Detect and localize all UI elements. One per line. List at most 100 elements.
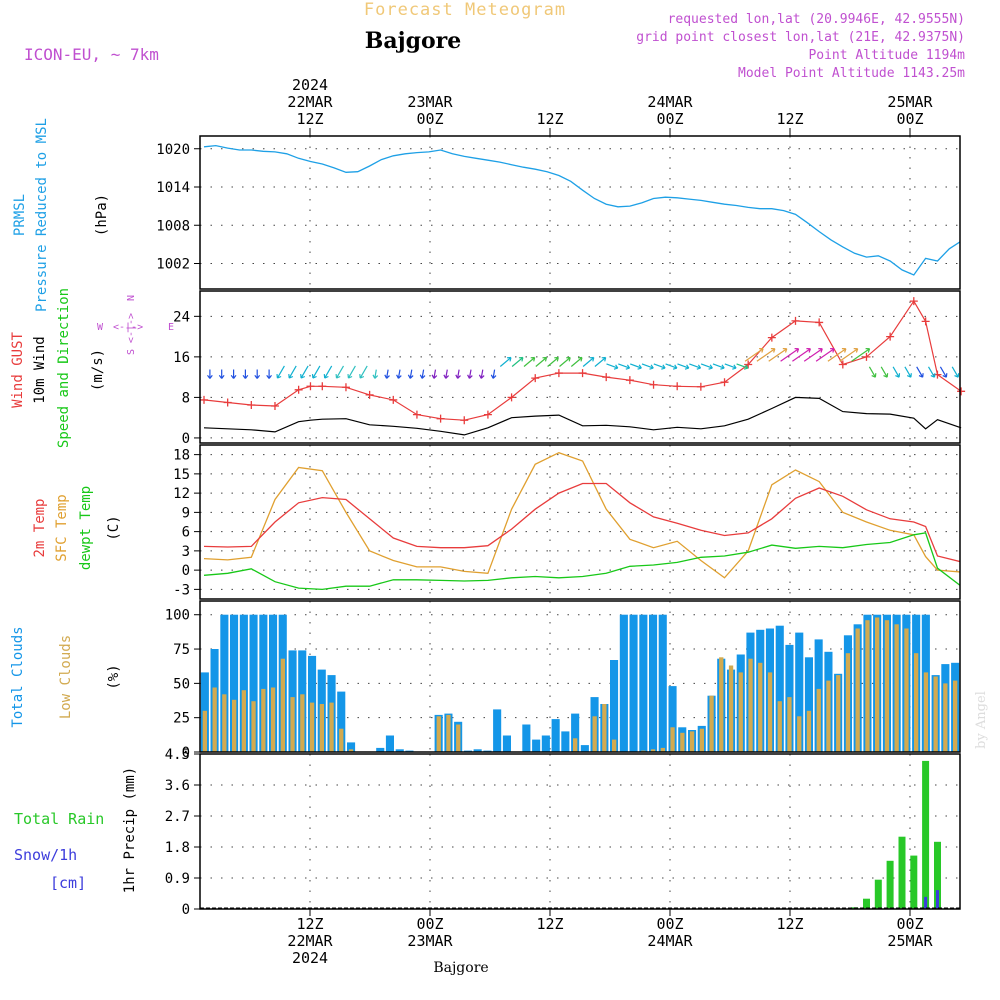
pressure-ytick-label: 1014 — [156, 180, 190, 196]
snow-bar — [924, 896, 928, 909]
wind-direction-arrow — [276, 365, 285, 379]
pressure-label: Pressure Reduced to MSL — [34, 118, 50, 312]
sfc-label: SFC Temp — [54, 494, 70, 561]
wind-direction-arrow — [677, 363, 690, 370]
top-time-label: 25MAR — [887, 93, 933, 111]
top-time-label: 24MAR — [647, 93, 693, 111]
pressure-line — [203, 144, 960, 276]
low-cloud-bar — [300, 694, 305, 752]
total-cloud-bar — [639, 614, 648, 752]
top-time-label: 00Z — [416, 110, 443, 128]
temp-panel: -3 0 3 6 9 12 15 18 — [173, 444, 961, 600]
wind-direction-arrow — [372, 369, 379, 379]
bottom-time-label: 25MAR — [887, 932, 933, 950]
gust-marker — [744, 360, 753, 369]
location-title: Bajgore — [365, 28, 461, 54]
gust-marker — [531, 374, 540, 383]
low-cloud-bar — [319, 704, 324, 752]
wind-direction-arrow — [207, 369, 213, 379]
low-cloud-bar — [602, 704, 607, 752]
low-cloud-bar — [270, 687, 276, 752]
credit-text: by Angel — [974, 691, 989, 749]
low-cloud-bar — [232, 699, 237, 752]
total-clouds-label: Total Clouds — [10, 626, 26, 727]
low-cloud-bar — [309, 702, 315, 752]
clouds-ytick-label: 25 — [173, 711, 190, 727]
compass-middle: <-|-> — [113, 322, 143, 333]
low-cloud-bar — [806, 710, 812, 752]
precip-frame — [199, 753, 961, 910]
wind-direction-arrow — [641, 363, 654, 370]
wind-direction-arrow — [490, 369, 497, 379]
low-clouds-label: Low Clouds — [58, 635, 74, 719]
gust-marker — [862, 352, 871, 361]
gust-marker — [483, 410, 492, 419]
gust-marker — [791, 316, 800, 325]
wind-direction-arrow — [689, 363, 702, 370]
rain-bar — [863, 898, 870, 909]
wind-direction-arrow — [851, 348, 871, 362]
top-time-label: 00Z — [896, 110, 923, 128]
gust-marker — [270, 402, 279, 411]
gust-marker — [838, 360, 847, 369]
top-time-label: 12Z — [296, 110, 323, 128]
wind-direction-arrow — [803, 348, 823, 362]
wind-direction-arrow — [359, 365, 368, 379]
wind-direction-arrow — [827, 348, 847, 362]
total-cloud-bar — [502, 735, 511, 752]
wind-direction-arrow — [892, 366, 901, 378]
low-cloud-bar — [884, 620, 890, 752]
total-cloud-bar — [220, 614, 229, 752]
gust-marker — [767, 333, 776, 342]
gust-marker — [578, 369, 587, 378]
wind-direction-arrow — [335, 365, 345, 379]
temp-ytick-label: 3 — [182, 544, 190, 560]
low-cloud-bar — [738, 672, 743, 752]
clouds-unit: (%) — [106, 664, 122, 689]
total-cloud-bar — [551, 719, 560, 752]
low-cloud-bar — [767, 672, 773, 752]
total-cloud-bar — [610, 660, 619, 752]
low-cloud-bar — [943, 683, 948, 752]
low-cloud-bar — [865, 620, 870, 752]
wind-direction-arrow — [431, 369, 438, 379]
requested-coords: requested lon,lat (20.9946E, 42.9555N) — [668, 12, 965, 27]
total-cloud-bar — [230, 614, 239, 752]
total-cloud-bar — [571, 713, 580, 752]
gust-marker — [673, 382, 682, 391]
wind-direction-arrow — [780, 348, 800, 362]
wind-direction-arrow — [242, 369, 249, 379]
gust-marker — [696, 382, 705, 391]
total-cloud-bar — [619, 614, 628, 752]
gust-marker — [460, 416, 469, 425]
wind-direction-arrow — [839, 348, 859, 362]
precip-unit: 1hr Precip (mm) — [122, 767, 138, 893]
wind-direction-arrow — [904, 366, 912, 378]
rain-bar — [886, 860, 894, 909]
gust-marker — [909, 297, 918, 306]
low-cloud-bar — [241, 690, 246, 752]
rain-bar — [874, 879, 882, 909]
low-cloud-bar — [855, 628, 860, 752]
low-cloud-bar — [612, 739, 617, 752]
wind-direction-arrow — [511, 356, 524, 367]
model-label: ICON-EU, ~ 7km — [24, 45, 159, 64]
total-cloud-bar — [249, 614, 258, 752]
wind-direction-arrow — [254, 369, 261, 379]
footer-location: Bajgore — [433, 960, 488, 976]
dew-line — [203, 532, 960, 591]
precip-ytick-label: 2.7 — [165, 809, 190, 825]
wind-direction-arrow — [218, 369, 225, 379]
top-time-label: 00Z — [656, 110, 683, 128]
wind-label: 10m Wind — [32, 336, 48, 403]
compass-north: N — [126, 295, 137, 301]
total-cloud-bar — [668, 686, 677, 752]
rain-bar — [898, 836, 906, 909]
total-cloud-bar — [395, 749, 404, 752]
clouds-panel: 0 25 50 75 100 — [165, 600, 961, 761]
temp-labels: 2m Temp SFC Temp dewpt Temp (C) — [32, 486, 122, 570]
gust-marker — [306, 382, 315, 391]
bottom-time-label: 22MAR — [287, 932, 333, 950]
low-cloud-bar — [845, 653, 851, 752]
wind-direction-arrow — [266, 369, 272, 379]
